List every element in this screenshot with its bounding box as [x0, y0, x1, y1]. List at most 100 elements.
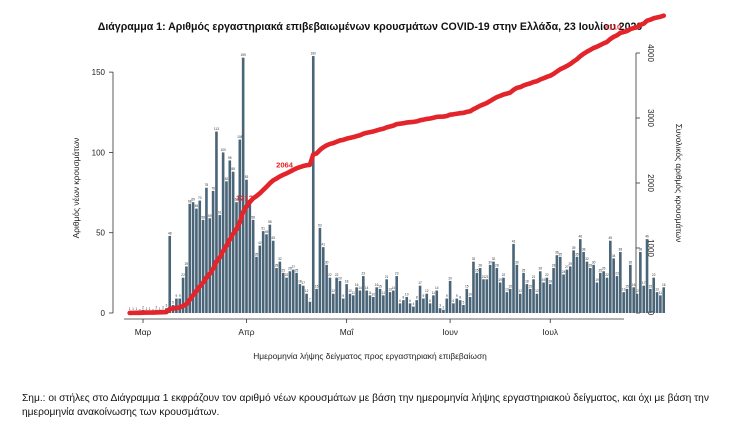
- bar-value-label: 14: [358, 286, 362, 290]
- bar-value-label: 39: [572, 246, 576, 250]
- bar-value-label: 12: [518, 289, 522, 293]
- bar: [475, 272, 479, 313]
- bar-value-label: 100: [220, 148, 226, 152]
- bar-value-label: 6: [409, 299, 411, 303]
- bar: [218, 215, 222, 313]
- bar-value-label: 160: [311, 52, 317, 56]
- bar-value-label: 36: [555, 251, 559, 255]
- bar: [245, 179, 248, 313]
- bar: [609, 240, 612, 313]
- bar: [258, 245, 262, 313]
- bar: [338, 280, 342, 313]
- bar: [632, 287, 635, 313]
- bar-value-label: 15: [378, 284, 382, 288]
- bar-value-label: 15: [625, 284, 629, 288]
- bar: [422, 298, 425, 313]
- bar-value-label: 41: [321, 243, 325, 247]
- x-tick-label: Ιουλ: [542, 327, 559, 337]
- bar: [325, 264, 328, 313]
- bar-value-label: 10: [372, 292, 376, 296]
- y-left-tick-label: 100: [92, 148, 106, 157]
- bar: [318, 227, 322, 313]
- bar: [268, 224, 272, 313]
- bar: [432, 295, 435, 313]
- bar: [578, 239, 582, 313]
- bar-value-label: 12: [332, 289, 336, 293]
- bar: [278, 261, 282, 313]
- bar-value-label: 17: [642, 281, 646, 285]
- x-tick-label: Ιουν: [442, 327, 458, 337]
- bar: [358, 290, 362, 313]
- bar-value-label: 16: [632, 283, 636, 287]
- bar: [375, 287, 378, 313]
- bar-value-label: 18: [298, 280, 302, 284]
- bar: [295, 272, 298, 313]
- bar-value-label: 14: [435, 286, 439, 290]
- bar: [508, 288, 512, 313]
- bar-value-label: 29: [568, 262, 572, 266]
- x-tick-label: Μαρ: [135, 327, 152, 337]
- bar: [662, 287, 666, 313]
- bar: [205, 187, 208, 313]
- bar-value-label: 6: [453, 299, 455, 303]
- bar: [552, 268, 555, 313]
- bar: [478, 268, 482, 313]
- bar-value-label: 11: [368, 291, 372, 295]
- bar: [248, 203, 252, 313]
- bar-value-label: 58: [251, 215, 255, 219]
- bar-value-label: 11: [432, 291, 436, 295]
- bar-value-label: 32: [492, 257, 496, 261]
- bar-value-label: 11: [382, 291, 386, 295]
- bar-value-label: 30: [325, 260, 329, 264]
- bar-value-label: 15: [315, 284, 319, 288]
- bar-value-label: 38: [619, 247, 623, 251]
- bar: [495, 268, 499, 313]
- bar: [261, 231, 265, 313]
- bar-value-label: 38: [639, 247, 643, 251]
- bar-value-label: 53: [318, 223, 322, 227]
- bar: [659, 295, 662, 313]
- bar: [191, 202, 195, 313]
- bar: [558, 256, 562, 313]
- bar: [465, 288, 469, 313]
- cumulative-label: 1212: [236, 194, 253, 203]
- bar-value-label: 9: [423, 294, 425, 298]
- bar-value-label: 19: [595, 278, 599, 282]
- bar-value-label: 23: [395, 272, 399, 276]
- bar: [565, 269, 569, 313]
- bar-value-label: 13: [505, 288, 509, 292]
- bar: [368, 295, 372, 313]
- bar-value-label: 17: [418, 281, 422, 285]
- bar-value-label: 22: [652, 273, 656, 277]
- y-left-tick-label: 150: [92, 68, 106, 77]
- bar: [588, 268, 592, 313]
- bar-value-label: 25: [522, 268, 526, 272]
- bar: [288, 271, 292, 313]
- bar: [195, 208, 198, 313]
- bar-value-label: 69: [235, 198, 239, 202]
- bar: [515, 264, 519, 313]
- bar: [281, 272, 285, 313]
- bar-value-label: 13: [388, 288, 392, 292]
- bar-value-label: 16: [662, 283, 666, 287]
- bar-value-label: 32: [585, 257, 589, 261]
- bar-value-label: 3: [165, 304, 167, 308]
- bar: [492, 261, 495, 313]
- bar-value-label: 21: [532, 275, 536, 279]
- bar-value-label: 14: [392, 286, 396, 290]
- chart-title: Διάγραμμα 1: Αριθμός εργαστηριακά επιβεβ…: [98, 21, 643, 33]
- bar: [185, 266, 188, 313]
- bar-value-label: 46: [645, 235, 649, 239]
- bar-value-label: 68: [188, 199, 192, 203]
- bar-value-label: 9: [446, 294, 448, 298]
- bar: [235, 202, 238, 313]
- bar: [211, 190, 215, 313]
- bar: [425, 293, 429, 313]
- bar: [275, 268, 278, 313]
- bar-value-label: 4: [412, 302, 414, 306]
- bar: [642, 285, 645, 313]
- bar-value-label: 0: [139, 309, 141, 313]
- bar: [348, 293, 352, 313]
- bar-value-label: 6: [399, 299, 401, 303]
- bar-value-label: 12: [305, 289, 309, 293]
